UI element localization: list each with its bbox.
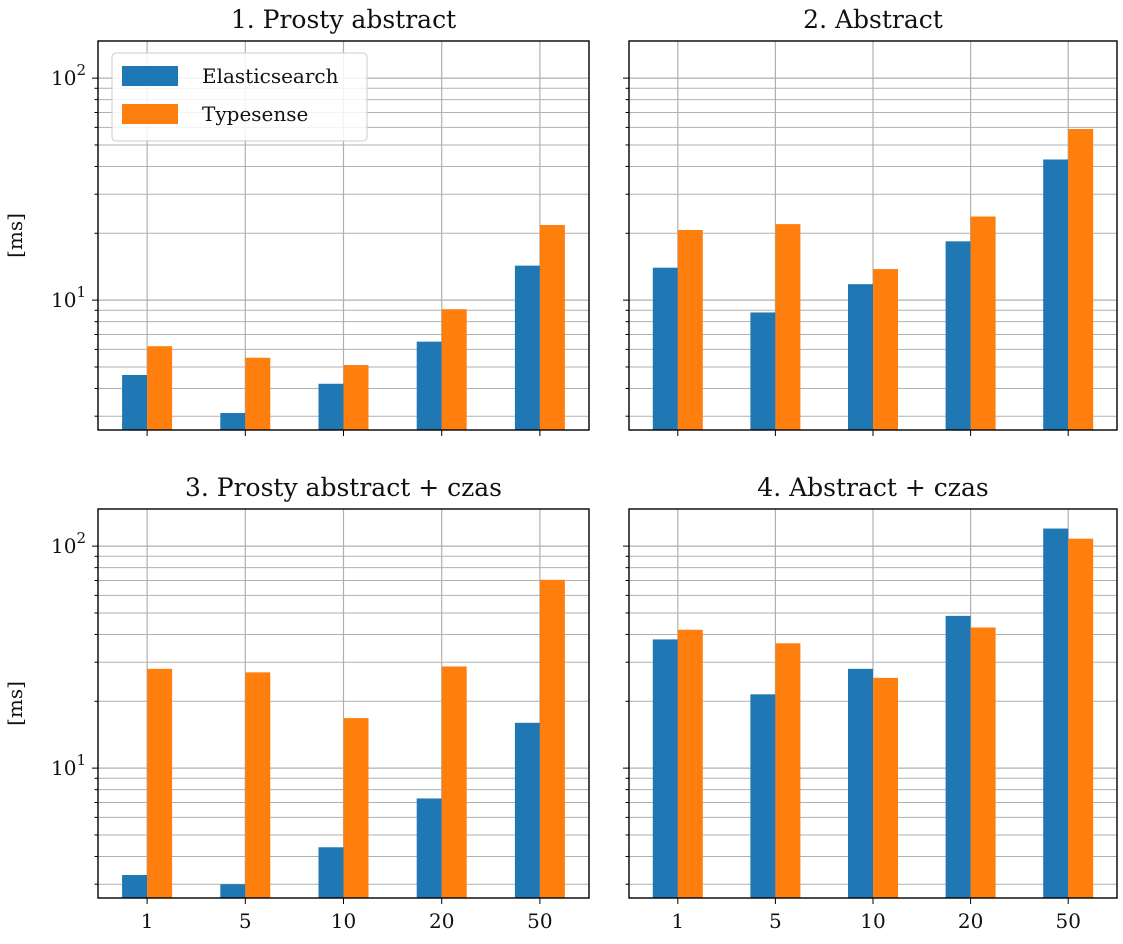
subplot-4: 1 5 10 20 50 4. Abstract + czas (623, 473, 1118, 933)
x-tick-label: 5 (239, 909, 252, 933)
bar-typesense-50 (539, 579, 565, 898)
subplot-title: 1. Prosty abstract (231, 5, 456, 34)
subplot-title: 4. Abstract + czas (757, 473, 988, 502)
bar-typesense-20 (441, 309, 467, 430)
x-tick-label: 10 (860, 909, 885, 933)
bar-typesense-5 (245, 672, 271, 898)
bar-elasticsearch-1 (652, 267, 678, 430)
x-tick-label: 20 (429, 909, 454, 933)
bar-typesense-50 (1068, 538, 1094, 898)
bar-typesense-1 (677, 229, 703, 430)
bar-elasticsearch-50 (514, 265, 540, 430)
x-tick-label: 20 (958, 909, 983, 933)
bar-elasticsearch-5 (750, 312, 776, 430)
axes-frame (97, 40, 590, 431)
bar-elasticsearch-10 (848, 284, 873, 430)
bar-elasticsearch-50 (1043, 528, 1069, 898)
bar-elasticsearch-10 (318, 847, 344, 898)
legend-swatch-typesense (122, 104, 178, 124)
bar-typesense-1 (147, 668, 173, 898)
axes-frame (97, 508, 590, 899)
bar-elasticsearch-5 (220, 413, 246, 430)
bar-elasticsearch-10 (848, 668, 873, 898)
bar-typesense-20 (441, 666, 467, 898)
bar-typesense-5 (775, 643, 801, 898)
subplot-title: 3. Prosty abstract + czas (185, 473, 502, 502)
bar-typesense-50 (1068, 128, 1094, 430)
axes-frame (628, 40, 1118, 431)
bar-elasticsearch-1 (122, 875, 148, 898)
y-tick-label: 101 (51, 751, 86, 780)
y-axis-label: [ms] (3, 213, 27, 258)
bar-typesense-1 (147, 346, 173, 430)
y-axis-label: [ms] (3, 681, 27, 726)
bar-typesense-10 (343, 718, 369, 898)
bar-typesense-50 (539, 224, 565, 430)
y-tick-label: 101 (51, 283, 86, 312)
legend-label-elasticsearch: Elasticsearch (202, 64, 339, 88)
bar-elasticsearch-20 (416, 798, 442, 898)
bar-typesense-20 (970, 216, 996, 430)
subplot-2: 2. Abstract (623, 5, 1118, 436)
bar-typesense-10 (873, 677, 898, 898)
bar-elasticsearch-5 (220, 884, 246, 898)
x-tick-label: 10 (331, 909, 356, 933)
bar-typesense-5 (245, 357, 271, 430)
bar-typesense-5 (775, 224, 801, 430)
x-tick-label: 50 (527, 909, 552, 933)
bar-typesense-10 (343, 365, 369, 430)
bar-elasticsearch-10 (318, 383, 344, 430)
bar-elasticsearch-20 (945, 241, 971, 430)
bar-elasticsearch-1 (122, 374, 148, 430)
subplot-1: 101 102 1. Prosty abstract [ms] (3, 5, 590, 436)
x-tick-label: 1 (671, 909, 684, 933)
bar-typesense-10 (873, 269, 898, 430)
subplot-title: 2. Abstract (803, 5, 943, 34)
x-tick-label: 50 (1055, 909, 1080, 933)
legend-swatch-elasticsearch (122, 66, 178, 86)
x-tick-label: 1 (141, 909, 154, 933)
bar-elasticsearch-5 (750, 694, 776, 898)
axes-frame (628, 508, 1118, 899)
y-tick-label: 102 (51, 61, 86, 90)
y-tick-label: 102 (51, 529, 86, 558)
bar-elasticsearch-50 (1043, 159, 1069, 430)
bar-elasticsearch-1 (652, 639, 678, 898)
subplot-3: 1 5 10 20 50 101 102 3. Prosty abstract + czas [… (3, 473, 590, 933)
legend: Elasticsearch Typesense (111, 52, 368, 142)
bar-typesense-20 (970, 627, 996, 898)
legend-label-typesense: Typesense (202, 102, 308, 126)
bar-elasticsearch-50 (514, 722, 540, 898)
bar-elasticsearch-20 (945, 615, 971, 898)
bar-elasticsearch-20 (416, 341, 442, 430)
bar-typesense-1 (677, 629, 703, 898)
x-tick-label: 5 (769, 909, 782, 933)
